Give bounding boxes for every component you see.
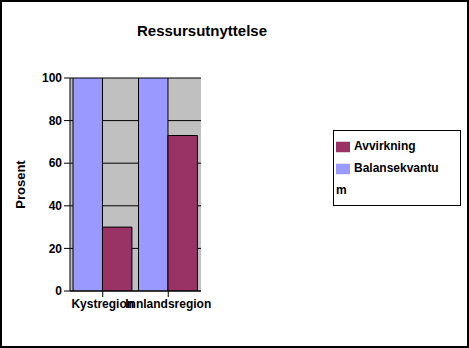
svg-text:0: 0 xyxy=(55,284,62,298)
svg-text:20: 20 xyxy=(49,242,63,256)
html-text:Avvirkning: Avvirkning xyxy=(354,139,416,153)
svg-text:60: 60 xyxy=(49,156,63,170)
svg-text:Kystregion: Kystregion xyxy=(71,296,135,311)
html-text:Ressursutnyttelse: Ressursutnyttelse xyxy=(137,22,267,39)
svg-text:40: 40 xyxy=(49,199,63,213)
svg-text:Innlandsregion: Innlandsregion xyxy=(125,297,211,311)
html-text:Balansekvantum: Balansekvantum xyxy=(336,161,439,197)
svg-text:Prosent: Prosent xyxy=(13,160,28,209)
svg-text:100: 100 xyxy=(42,71,62,85)
svg-text:80: 80 xyxy=(49,114,63,128)
